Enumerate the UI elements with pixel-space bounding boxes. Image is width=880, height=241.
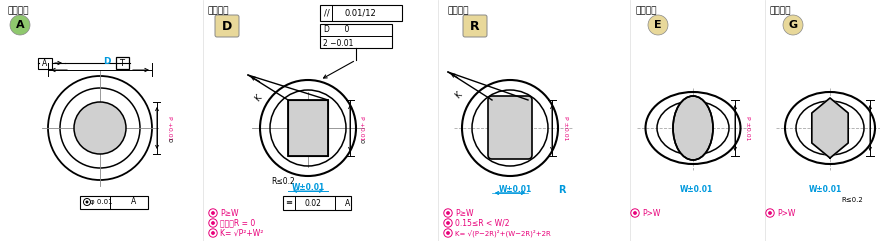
Circle shape [10, 15, 30, 35]
FancyBboxPatch shape [488, 96, 532, 159]
Text: K: K [253, 93, 263, 103]
Text: 0.02: 0.02 [304, 199, 321, 208]
Text: 2 −0.01: 2 −0.01 [323, 39, 354, 47]
Text: K= √(P−2R)²+(W−2R)²+2R: K= √(P−2R)²+(W−2R)²+2R [455, 229, 551, 237]
Text: //: // [324, 8, 330, 18]
Circle shape [209, 229, 217, 237]
Text: R≤0.2: R≤0.2 [271, 178, 295, 187]
Circle shape [769, 212, 771, 214]
Bar [320, 5, 402, 21]
Text: D: D [323, 26, 329, 34]
Circle shape [444, 229, 452, 237]
Circle shape [445, 220, 451, 226]
Circle shape [767, 210, 773, 216]
Circle shape [447, 222, 449, 224]
Bar [116, 57, 129, 69]
Text: W±0.01: W±0.01 [498, 186, 532, 194]
Text: R≤0.2: R≤0.2 [841, 197, 863, 203]
Polygon shape [812, 98, 848, 158]
Circle shape [447, 212, 449, 214]
Circle shape [210, 230, 216, 236]
Text: 0: 0 [360, 133, 364, 143]
Text: P≥W: P≥W [455, 208, 473, 217]
Circle shape [444, 209, 452, 217]
Circle shape [444, 219, 452, 227]
FancyBboxPatch shape [463, 15, 487, 37]
Bar [80, 196, 148, 209]
Circle shape [445, 210, 451, 216]
Text: A: A [131, 198, 136, 207]
Circle shape [648, 15, 668, 35]
Text: K: K [453, 90, 463, 100]
Circle shape [783, 15, 803, 35]
Circle shape [212, 232, 214, 234]
Bar [283, 196, 351, 210]
Circle shape [210, 210, 216, 216]
Text: 0: 0 [167, 132, 172, 142]
Bar [38, 58, 52, 69]
Text: 0.01/12: 0.01/12 [344, 8, 376, 18]
Circle shape [212, 222, 214, 224]
Text: P +0.01: P +0.01 [167, 116, 172, 140]
FancyBboxPatch shape [215, 15, 239, 37]
Text: A: A [16, 20, 25, 30]
Circle shape [634, 212, 636, 214]
Text: G: G [788, 20, 797, 30]
Text: 刃口形状: 刃口形状 [635, 6, 656, 15]
Text: φ 0.01: φ 0.01 [90, 199, 113, 205]
Text: P ±0.01: P ±0.01 [562, 116, 568, 140]
Circle shape [632, 210, 638, 216]
Text: E: E [654, 20, 662, 30]
Circle shape [445, 230, 451, 236]
Text: W±0.01: W±0.01 [679, 186, 713, 194]
Text: W±0.01: W±0.01 [809, 186, 841, 194]
Text: 0.15≤R < W/2: 0.15≤R < W/2 [455, 219, 510, 228]
Text: D: D [103, 56, 111, 66]
Text: D: D [222, 20, 232, 33]
Circle shape [631, 209, 639, 217]
Text: 刃口形状: 刃口形状 [448, 6, 470, 15]
Circle shape [85, 201, 89, 203]
Circle shape [766, 209, 774, 217]
Circle shape [209, 219, 217, 227]
Circle shape [209, 209, 217, 217]
Text: P>W: P>W [642, 208, 660, 217]
Bar [288, 100, 328, 156]
Text: ≡: ≡ [285, 199, 292, 208]
Text: R: R [558, 185, 566, 195]
Text: A: A [345, 199, 350, 208]
Text: P>W: P>W [777, 208, 796, 217]
Text: 刃口形状: 刃口形状 [8, 6, 30, 15]
Circle shape [447, 232, 449, 234]
Bar [288, 100, 328, 156]
Text: 刃口形状: 刃口形状 [770, 6, 791, 15]
Text: W±0.01: W±0.01 [291, 183, 325, 193]
Text: T: T [120, 59, 124, 67]
Text: 0: 0 [335, 26, 349, 34]
Text: P≥W: P≥W [220, 208, 238, 217]
Bar [320, 24, 392, 48]
Circle shape [210, 220, 216, 226]
Text: P +0.01: P +0.01 [360, 116, 364, 140]
Text: P ±0.01: P ±0.01 [744, 116, 750, 140]
Text: 可指定R = 0: 可指定R = 0 [220, 219, 255, 228]
Text: R: R [470, 20, 480, 33]
Text: 刃口形状: 刃口形状 [208, 6, 230, 15]
Text: A: A [42, 59, 48, 67]
Circle shape [212, 212, 214, 214]
Ellipse shape [673, 96, 713, 160]
Circle shape [74, 102, 126, 154]
Text: K= √P²+W²: K= √P²+W² [220, 228, 263, 237]
